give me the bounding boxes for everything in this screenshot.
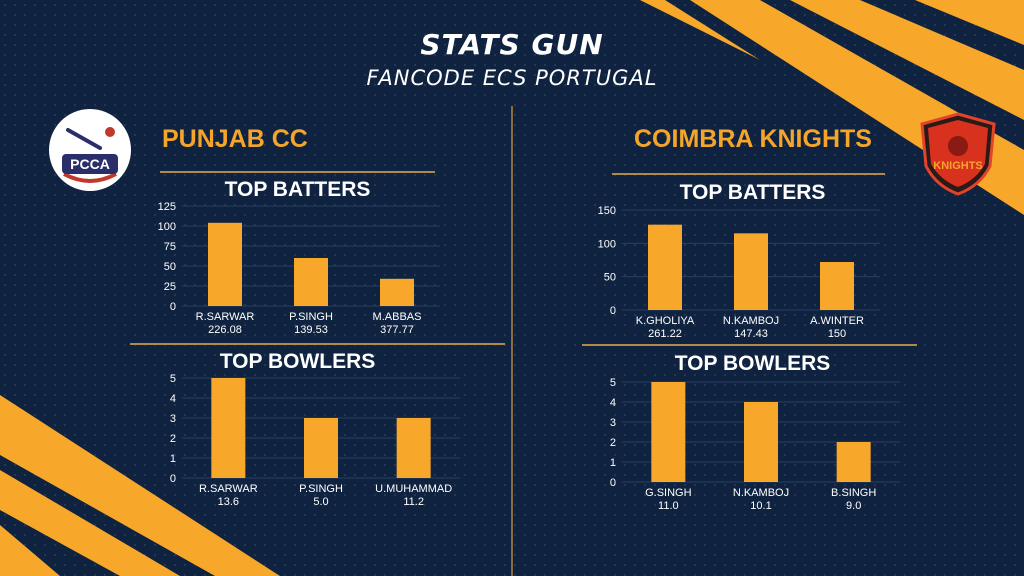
x-sublabel: 226.08 (208, 324, 242, 336)
left-team-underline (160, 171, 435, 173)
x-sublabel: 13.6 (218, 496, 239, 508)
x-category-label: N.KAMBOJ (733, 487, 789, 499)
y-tick-label: 1 (170, 453, 176, 465)
y-tick-label: 125 (158, 201, 176, 213)
bar (651, 382, 686, 482)
x-category-label: K.GHOLIYA (636, 315, 695, 327)
punjab-logo-text: PCCA (70, 156, 110, 172)
bar (820, 262, 854, 310)
x-sublabel: 139.53 (294, 324, 328, 336)
x-category-label: G.SINGH (645, 487, 692, 499)
y-tick-label: 50 (164, 261, 176, 273)
right-bowlers-title: TOP BOWLERS (674, 352, 831, 375)
x-sublabel: 5.0 (313, 496, 328, 508)
y-tick-label: 25 (164, 281, 176, 293)
right-mid-divider (582, 344, 917, 346)
page-title: STATS GUN (420, 28, 604, 61)
x-category-label: N.KAMBOJ (723, 315, 779, 327)
y-tick-label: 2 (610, 437, 616, 449)
bar (734, 233, 768, 310)
y-tick-label: 0 (170, 473, 176, 485)
y-tick-label: 4 (610, 397, 616, 409)
left-bowlers-title: TOP BOWLERS (219, 350, 376, 373)
y-tick-label: 2 (170, 433, 176, 445)
x-sublabel: 377.77 (380, 324, 414, 336)
y-tick-label: 4 (170, 393, 176, 405)
right-batters-title: TOP BATTERS (679, 181, 826, 204)
bar (294, 258, 328, 306)
y-tick-label: 0 (610, 477, 616, 489)
x-category-label: P.SINGH (299, 483, 343, 495)
y-tick-label: 75 (164, 241, 176, 253)
bar (211, 378, 246, 478)
bar (380, 278, 414, 306)
x-category-label: P.SINGH (289, 311, 333, 323)
x-category-label: A.WINTER (810, 315, 864, 327)
right-team-underline (612, 173, 885, 175)
y-tick-label: 0 (610, 305, 616, 317)
knights-logo-text: KNIGHTS (933, 160, 983, 172)
y-tick-label: 0 (170, 301, 176, 313)
y-tick-label: 50 (604, 272, 616, 284)
center-divider (511, 106, 513, 576)
team-name-left: PUNJAB CC (162, 125, 308, 153)
bottom-left-stripe-3 (0, 525, 60, 576)
y-tick-label: 1 (610, 457, 616, 469)
y-tick-label: 100 (158, 221, 176, 233)
bar (836, 442, 871, 482)
x-sublabel: 261.22 (648, 328, 682, 340)
bar (208, 222, 242, 306)
bar (648, 224, 682, 310)
x-category-label: U.MUHAMMAD (375, 483, 452, 495)
x-category-label: M.ABBAS (373, 311, 422, 323)
y-tick-label: 100 (598, 238, 616, 250)
x-sublabel: 11.2 (403, 496, 424, 508)
y-tick-label: 150 (598, 205, 616, 217)
y-tick-label: 3 (610, 417, 616, 429)
y-tick-label: 3 (170, 413, 176, 425)
left-batters-title: TOP BATTERS (224, 178, 371, 201)
bar (304, 418, 338, 478)
y-tick-label: 5 (610, 377, 616, 389)
page-subtitle: FANCODE ECS PORTUGAL (366, 66, 658, 90)
team-name-right: COIMBRA KNIGHTS (634, 125, 872, 153)
left-mid-divider (130, 343, 505, 345)
x-category-label: R.SARWAR (196, 311, 255, 323)
coimbra-knights-logo: KNIGHTS (920, 112, 996, 196)
x-category-label: B.SINGH (831, 487, 876, 499)
bar (396, 418, 431, 478)
x-sublabel: 147.43 (734, 328, 768, 340)
bar (744, 402, 778, 482)
x-category-label: R.SARWAR (199, 483, 258, 495)
x-sublabel: 11.0 (658, 500, 679, 512)
punjab-cc-logo: PCCA (48, 108, 132, 192)
x-sublabel: 9.0 (846, 500, 861, 512)
y-tick-label: 5 (170, 373, 176, 385)
x-sublabel: 150 (828, 328, 846, 340)
x-sublabel: 10.1 (750, 500, 771, 512)
